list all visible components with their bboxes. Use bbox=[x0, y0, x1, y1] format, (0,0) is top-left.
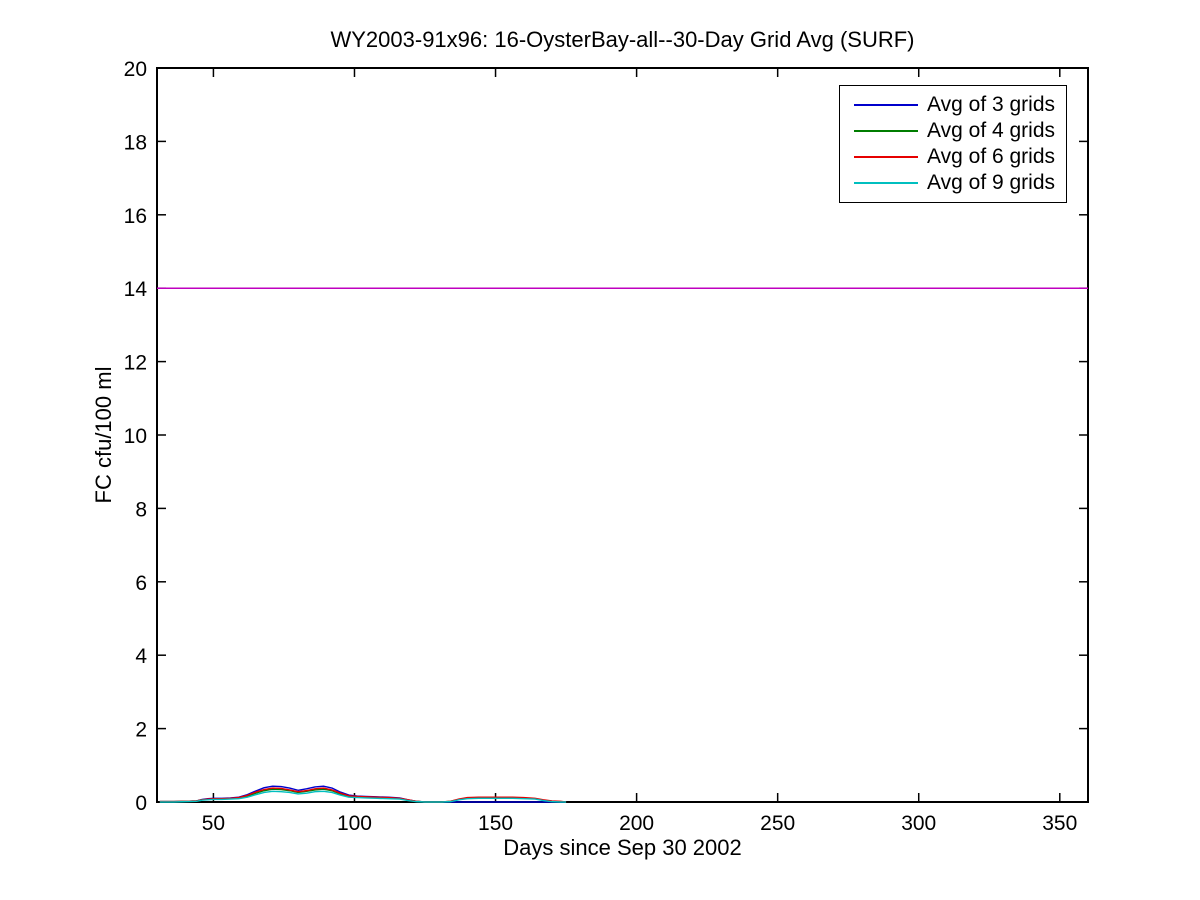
series-line-2 bbox=[159, 787, 567, 803]
x-tick-label: 100 bbox=[337, 812, 372, 835]
x-axis-label: Days since Sep 30 2002 bbox=[503, 835, 742, 860]
y-tick-label: 8 bbox=[135, 498, 147, 521]
legend-line-swatch bbox=[854, 156, 918, 158]
x-tick-label: 150 bbox=[478, 812, 513, 835]
x-tick-label: 300 bbox=[901, 812, 936, 835]
legend-item-3: Avg of 9 grids bbox=[854, 170, 1066, 196]
y-tick-label: 10 bbox=[124, 425, 147, 448]
legend-line-swatch bbox=[854, 130, 918, 132]
legend-line-swatch bbox=[854, 104, 918, 106]
chart-title: WY2003-91x96: 16-OysterBay-all--30-Day G… bbox=[330, 27, 915, 52]
legend-label: Avg of 6 grids bbox=[927, 145, 1056, 168]
y-tick-label: 12 bbox=[124, 352, 147, 375]
legend-box: Avg of 3 grids Avg of 4 grids Avg of 6 gri… bbox=[839, 85, 1067, 203]
x-tick-label: 350 bbox=[1042, 812, 1077, 835]
x-tick-label: 200 bbox=[619, 812, 654, 835]
y-tick-label: 2 bbox=[135, 719, 147, 742]
y-tick-label: 6 bbox=[135, 572, 147, 595]
legend-line-swatch bbox=[854, 182, 918, 184]
y-tick-label: 14 bbox=[124, 278, 148, 301]
series-line-3 bbox=[159, 790, 567, 803]
legend-item-0: Avg of 3 grids bbox=[854, 92, 1066, 118]
y-tick-label: 4 bbox=[135, 645, 147, 668]
y-tick-label: 16 bbox=[124, 205, 147, 228]
legend-label: Avg of 4 grids bbox=[927, 119, 1056, 142]
legend-item-2: Avg of 6 grids bbox=[854, 144, 1066, 170]
y-tick-label: 0 bbox=[135, 792, 147, 815]
legend-item-1: Avg of 4 grids bbox=[854, 118, 1066, 144]
legend-label: Avg of 9 grids bbox=[927, 171, 1056, 194]
y-axis-label: FC cfu/100 ml bbox=[91, 366, 116, 504]
y-tick-label: 20 bbox=[124, 58, 147, 81]
legend-label: Avg of 3 grids bbox=[927, 93, 1056, 116]
y-tick-label: 18 bbox=[124, 131, 147, 154]
x-tick-label: 250 bbox=[760, 812, 795, 835]
x-tick-label: 50 bbox=[202, 812, 225, 835]
